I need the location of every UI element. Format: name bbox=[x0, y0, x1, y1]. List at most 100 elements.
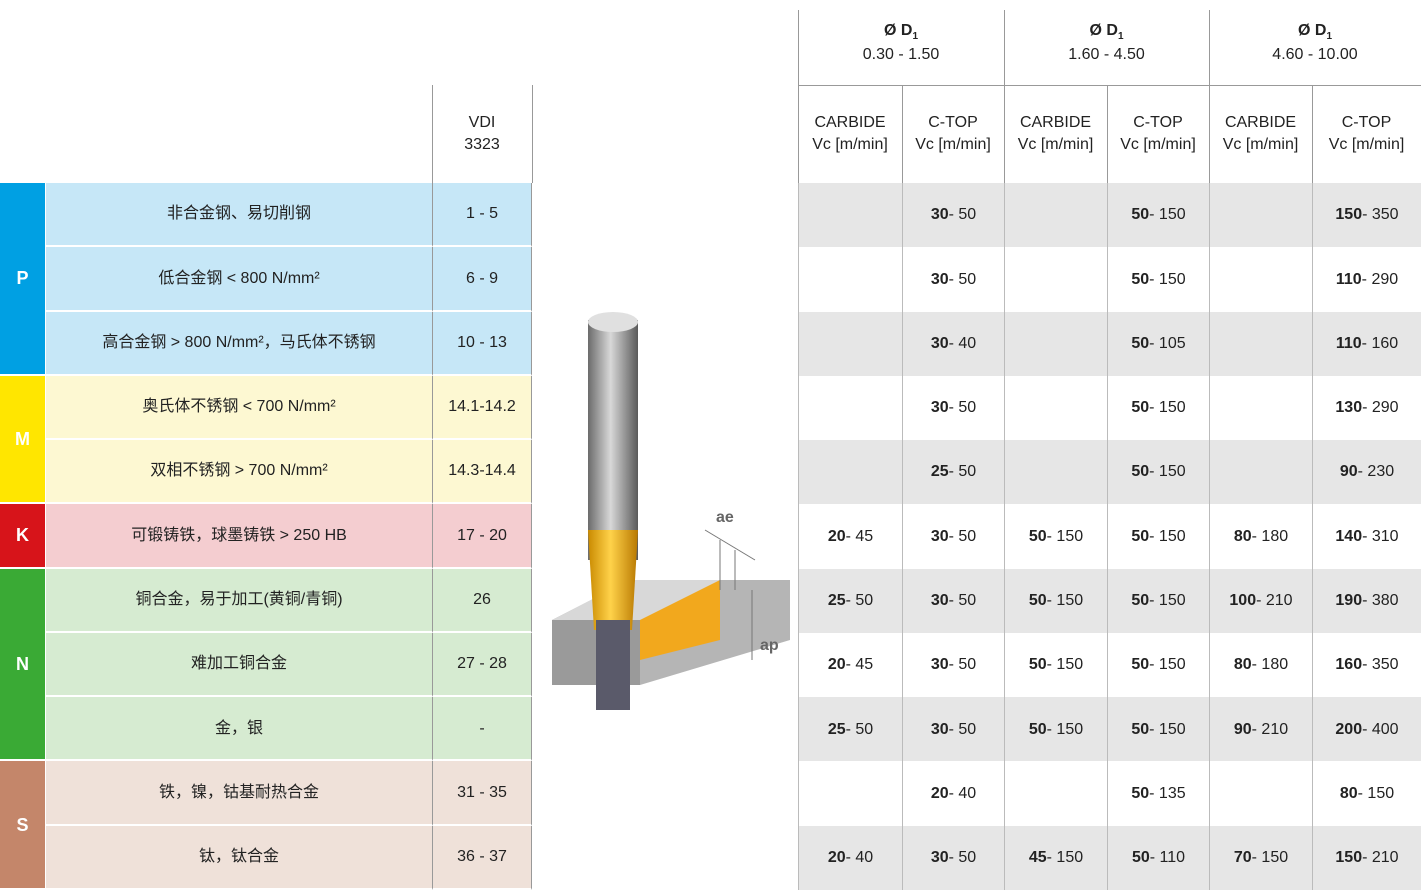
speed-min: 50 bbox=[1131, 206, 1150, 224]
vdi-value: 27 - 28 bbox=[457, 655, 507, 673]
speed-min: 190 bbox=[1335, 591, 1363, 609]
speed-cell: 50 - 150 bbox=[1004, 568, 1107, 633]
speed-cell: 30 - 50 bbox=[902, 504, 1004, 569]
letter: M bbox=[15, 428, 30, 449]
divider bbox=[432, 85, 433, 183]
unit: Vc [m/min] bbox=[915, 136, 991, 153]
column-header: CARBIDE Vc [m/min] bbox=[798, 85, 902, 183]
speed-min: 50 bbox=[1028, 656, 1047, 674]
speed-cell: 160 - 350 bbox=[1312, 632, 1421, 698]
speed-max: - 50 bbox=[845, 591, 874, 609]
material: 铜合金，易于加工(黄铜/青铜) bbox=[45, 568, 432, 633]
vdi: 26 bbox=[432, 568, 532, 633]
speed-min: 50 bbox=[1131, 849, 1150, 867]
material-name: 低合金钢 < 800 N/mm² bbox=[158, 269, 320, 287]
speed-max: - 150 bbox=[1251, 849, 1289, 867]
speed-min: 100 bbox=[1229, 591, 1257, 609]
symbol: Ø D bbox=[883, 21, 913, 39]
speed-min: 50 bbox=[1131, 784, 1150, 802]
speed-min: 50 bbox=[1131, 334, 1150, 352]
speed-max: - 50 bbox=[948, 591, 977, 609]
group-letter: P bbox=[0, 183, 45, 376]
diameter-range: 1.60 - 4.50 bbox=[1068, 45, 1145, 63]
vdi-header: VDI 3323 bbox=[432, 85, 532, 183]
material-name: 铜合金，易于加工(黄铜/青铜) bbox=[135, 590, 343, 608]
speed-max: - 290 bbox=[1362, 399, 1399, 417]
vdi-value: 10 - 13 bbox=[457, 333, 507, 351]
speed-cell: 50 - 150 bbox=[1107, 375, 1209, 441]
vdi-value: 26 bbox=[473, 590, 491, 608]
speed-cell bbox=[798, 247, 902, 312]
speed-min: 20 bbox=[827, 527, 846, 545]
speed-max: - 150 bbox=[1357, 784, 1395, 802]
speed-cell: 25 - 50 bbox=[798, 697, 902, 762]
speed-max: - 50 bbox=[948, 463, 977, 481]
column-header: C-TOP Vc [m/min] bbox=[1312, 85, 1421, 183]
material: 高合金钢 > 800 N/mm²，马氏体不锈钢 bbox=[45, 311, 432, 376]
speed-min: 20 bbox=[930, 784, 949, 802]
speed-cell bbox=[1004, 247, 1107, 312]
speed-cell: 140 - 310 bbox=[1312, 504, 1421, 569]
unit: Vc [m/min] bbox=[812, 136, 888, 153]
speed-cell: 200 - 400 bbox=[1312, 697, 1421, 762]
unit: Vc [m/min] bbox=[1222, 136, 1299, 153]
speed-max: - 180 bbox=[1251, 656, 1289, 674]
material: 奥氏体不锈钢 < 700 N/mm² bbox=[45, 375, 432, 441]
grade: C-TOP bbox=[1341, 114, 1392, 132]
speed-cell bbox=[1004, 440, 1107, 505]
vdi: 6 - 9 bbox=[432, 247, 532, 312]
column-header: CARBIDE Vc [m/min] bbox=[1209, 85, 1312, 183]
speed-min: 150 bbox=[1335, 206, 1363, 224]
diameter-header: Ø D1 1.60 - 4.50 bbox=[1004, 0, 1209, 85]
speed-min: 30 bbox=[930, 656, 949, 674]
material-name: 非合金钢、易切削钢 bbox=[166, 205, 311, 223]
speed-cell bbox=[1004, 183, 1107, 248]
speed-min: 160 bbox=[1335, 656, 1363, 674]
speed-cell: 30 - 50 bbox=[902, 568, 1004, 633]
column-header: CARBIDE Vc [m/min] bbox=[1004, 85, 1107, 183]
material-name: 可锻铸铁，球墨铸铁 > 250 HB bbox=[131, 526, 347, 544]
speed-cell: 110 - 290 bbox=[1312, 247, 1421, 312]
speed-cell: 20 - 45 bbox=[798, 504, 902, 569]
speed-max: - 150 bbox=[1149, 527, 1186, 545]
speed-min: 130 bbox=[1335, 399, 1363, 417]
material: 难加工铜合金 bbox=[45, 632, 432, 698]
diameter-symbol: Ø D1 bbox=[1298, 20, 1332, 44]
speed-min: 80 bbox=[1233, 656, 1252, 674]
speed-min: 50 bbox=[1131, 270, 1150, 288]
speed-max: - 150 bbox=[1046, 720, 1084, 738]
speed-cell: 90 - 210 bbox=[1209, 697, 1312, 762]
speed-min: 25 bbox=[930, 463, 949, 481]
symbol: Ø D bbox=[1089, 21, 1118, 39]
speed-min: 110 bbox=[1335, 270, 1362, 288]
speed-max: - 150 bbox=[1149, 720, 1186, 738]
tool-illustration: ae ap bbox=[552, 312, 790, 710]
speed-max: - 150 bbox=[1046, 527, 1084, 545]
vdi: 14.3-14.4 bbox=[432, 440, 532, 505]
vdi-line: 3323 bbox=[464, 136, 500, 153]
speed-cell: 70 - 150 bbox=[1209, 825, 1312, 890]
divider bbox=[1312, 85, 1313, 183]
speed-cell: 50 - 150 bbox=[1004, 697, 1107, 762]
speed-min: 90 bbox=[1233, 720, 1252, 738]
speed-max: - 150 bbox=[1046, 591, 1084, 609]
speed-cell: 25 - 50 bbox=[902, 440, 1004, 505]
speed-min: 110 bbox=[1335, 334, 1362, 352]
speed-min: 50 bbox=[1131, 463, 1150, 481]
speed-min: 20 bbox=[827, 849, 846, 867]
speed-cell bbox=[798, 761, 902, 826]
speed-min: 30 bbox=[930, 206, 949, 224]
speed-max: - 210 bbox=[1251, 720, 1289, 738]
divider bbox=[1004, 85, 1005, 183]
speed-cell: 50 - 150 bbox=[1107, 697, 1209, 762]
speed-max: - 50 bbox=[948, 270, 977, 288]
speed-max: - 150 bbox=[1149, 656, 1186, 674]
speed-min: 70 bbox=[1233, 849, 1252, 867]
subscript: 1 bbox=[1326, 31, 1332, 43]
symbol: Ø D bbox=[1297, 21, 1327, 39]
letter: S bbox=[16, 814, 29, 835]
divider bbox=[1004, 10, 1005, 85]
ae-label: ae bbox=[716, 509, 734, 526]
speed-min: 45 bbox=[1028, 849, 1047, 867]
speed-max: - 350 bbox=[1362, 206, 1399, 224]
